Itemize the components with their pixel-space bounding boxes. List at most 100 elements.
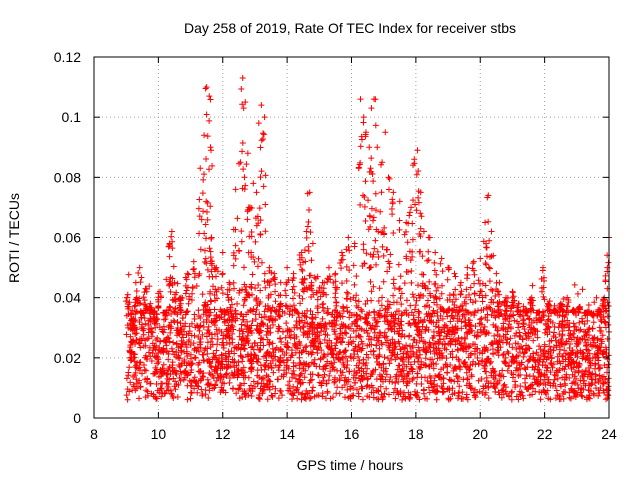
data-point (151, 353, 158, 360)
data-point-cluster (314, 296, 321, 303)
data-point (187, 395, 194, 402)
data-point (225, 312, 232, 319)
data-point-cluster (171, 291, 178, 298)
data-point (269, 345, 276, 352)
data-point (339, 335, 346, 342)
data-point-cluster (262, 284, 269, 291)
data-point (448, 331, 455, 338)
data-point-cluster (317, 293, 324, 300)
data-point-cluster (266, 268, 273, 275)
data-point (146, 283, 153, 290)
data-point-peak (207, 144, 214, 151)
data-point-cluster (595, 308, 602, 315)
data-point (488, 341, 495, 348)
data-point-cluster (373, 261, 380, 268)
data-point (520, 320, 527, 327)
data-point (126, 364, 133, 371)
data-point (598, 328, 605, 335)
data-point (288, 352, 295, 359)
data-point (603, 396, 610, 403)
data-point-cluster (210, 283, 217, 290)
data-point (263, 380, 270, 387)
data-point (540, 311, 547, 318)
data-point (399, 396, 406, 403)
data-point (554, 353, 561, 360)
data-point-cluster (282, 287, 289, 294)
data-point-cluster (589, 311, 596, 318)
data-point (168, 391, 175, 398)
data-point (545, 354, 552, 361)
data-point (307, 323, 314, 330)
data-point-cluster (230, 279, 237, 286)
data-point (332, 342, 339, 349)
data-point (526, 357, 533, 364)
data-point (573, 312, 580, 319)
data-point (222, 334, 229, 341)
data-point (151, 370, 158, 377)
data-point-cluster (395, 261, 402, 268)
data-point (266, 341, 273, 348)
data-point (416, 310, 423, 317)
data-point-cluster (255, 255, 262, 262)
data-point (540, 356, 547, 363)
data-point (156, 324, 163, 331)
data-point (602, 376, 609, 383)
data-point (220, 387, 227, 394)
data-point (426, 373, 433, 380)
data-point (476, 388, 483, 395)
data-point (275, 367, 282, 374)
data-point-cluster (243, 161, 250, 168)
data-point-cluster (141, 289, 148, 296)
data-point (596, 324, 603, 331)
data-point (468, 371, 475, 378)
data-point (184, 371, 191, 378)
data-point (462, 363, 469, 370)
data-point-cluster (151, 315, 158, 322)
data-point (394, 328, 401, 335)
data-point (205, 323, 212, 330)
data-point (200, 370, 207, 377)
data-point (229, 356, 236, 363)
data-point-cluster (266, 305, 273, 312)
data-point (438, 349, 445, 356)
data-point (382, 365, 389, 372)
data-point-cluster (483, 244, 490, 251)
data-point (177, 347, 184, 354)
data-point (161, 316, 168, 323)
data-point-cluster (408, 279, 415, 286)
data-point (180, 334, 187, 341)
data-point (347, 325, 354, 332)
data-point (253, 306, 260, 313)
data-point-peak (132, 279, 139, 286)
data-point (466, 326, 473, 333)
data-point (174, 311, 181, 318)
data-point (524, 313, 531, 320)
data-point-peak (379, 159, 386, 166)
data-point-peak (124, 291, 131, 298)
data-point (336, 390, 343, 397)
data-point-cluster (254, 263, 261, 270)
data-point (427, 318, 434, 325)
data-point (533, 349, 540, 356)
data-point (169, 359, 176, 366)
data-point-cluster (576, 305, 583, 312)
data-point-cluster (404, 239, 411, 246)
data-point (242, 335, 249, 342)
data-point (546, 343, 553, 350)
data-point (375, 396, 382, 403)
data-point-cluster (269, 304, 276, 311)
data-point (183, 362, 190, 369)
data-point-cluster (203, 209, 210, 216)
data-point-cluster (509, 289, 516, 296)
data-point (296, 376, 303, 383)
data-point-cluster (249, 291, 256, 298)
data-point-cluster (333, 299, 340, 306)
data-point (485, 330, 492, 337)
data-point (214, 370, 221, 377)
data-point-cluster (202, 85, 209, 92)
data-point (426, 343, 433, 350)
data-point (512, 378, 519, 385)
data-point (328, 339, 335, 346)
data-point-cluster (190, 265, 197, 272)
data-point (372, 316, 379, 323)
